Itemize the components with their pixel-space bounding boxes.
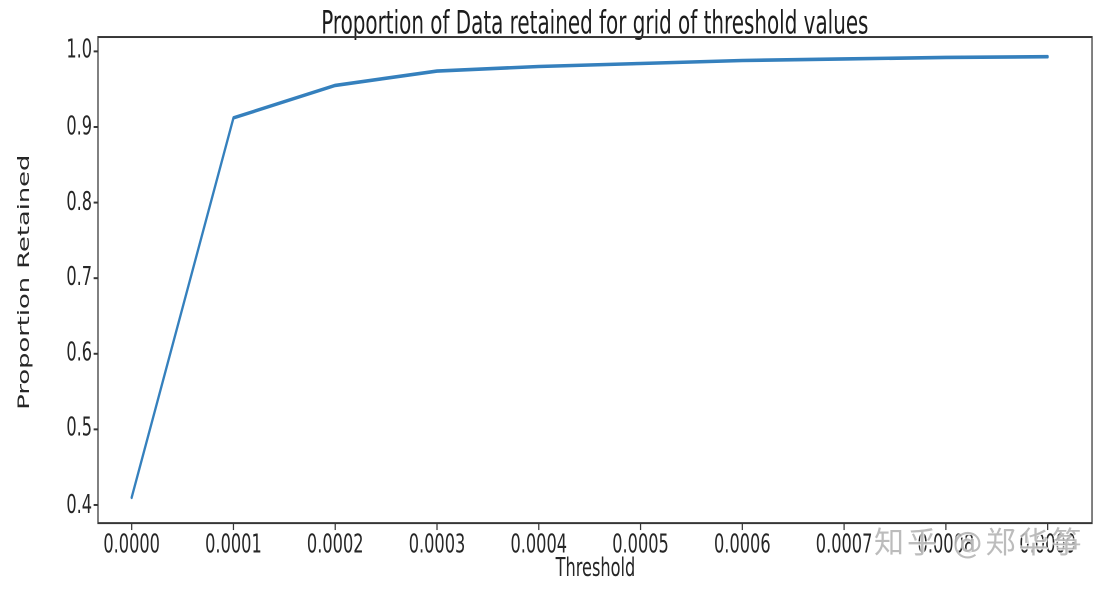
x-tick-label: 0.0008 <box>917 530 975 561</box>
watermark: 知乎 @郑华筝 <box>874 526 1085 561</box>
x-tick-label: 0.0009 <box>1019 530 1076 561</box>
y-tick-label: 0.8 <box>66 187 93 218</box>
chart-title: Proportion of Data retained for grid of … <box>321 3 869 42</box>
x-tick-label: 0.0006 <box>714 530 771 561</box>
y-tick-label: 0.4 <box>66 490 93 520</box>
y-axis-label: Proportion Retained <box>15 154 35 410</box>
x-tick-label: 0.0005 <box>612 530 669 561</box>
y-tick-label: 0.7 <box>66 263 93 294</box>
y-tick-label: 0.9 <box>66 112 93 142</box>
y-tick-label: 0.6 <box>66 338 93 369</box>
axes-spines <box>97 36 1093 525</box>
data-line <box>130 54 1049 500</box>
x-tick-label: 0.0007 <box>815 530 873 561</box>
x-tick-label: 0.0004 <box>510 530 568 561</box>
y-tick-label: 1.0 <box>66 36 93 67</box>
x-tick-label: 0.0001 <box>205 530 262 561</box>
x-axis-label: Threshold <box>555 554 636 585</box>
x-tick-label: 0.0002 <box>306 530 364 561</box>
x-tick-label: 0.0000 <box>103 530 160 561</box>
y-tick-label: 0.5 <box>66 414 93 445</box>
x-tick-label: 0.0003 <box>408 530 466 561</box>
